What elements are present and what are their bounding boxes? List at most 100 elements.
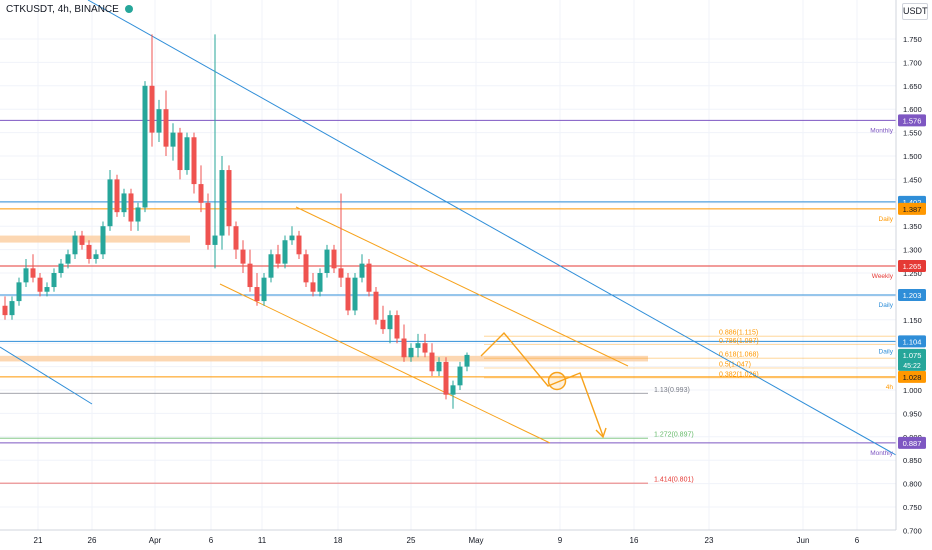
candle-body xyxy=(51,273,57,288)
chart-title: CTKUSDT, 4h, BINANCE xyxy=(6,4,133,15)
y-tick-label: 1.600 xyxy=(903,105,922,114)
candle xyxy=(366,258,372,297)
candle-body xyxy=(93,254,99,259)
candle xyxy=(114,174,120,217)
fib-level-label: 0.5(1.047) xyxy=(719,362,751,369)
candle xyxy=(2,296,8,320)
candle xyxy=(65,249,71,269)
key-level-tag: Monthly xyxy=(870,450,894,457)
candle-body xyxy=(373,291,379,320)
candle xyxy=(443,357,449,400)
candle-body xyxy=(9,301,15,316)
price-badge-bg xyxy=(898,114,926,127)
market-status-icon xyxy=(124,5,133,13)
price-badge-bg xyxy=(898,335,926,348)
candle xyxy=(275,244,281,269)
candle-body xyxy=(387,315,393,330)
candle xyxy=(317,268,323,297)
candle-body xyxy=(254,287,260,302)
candle xyxy=(373,287,379,325)
candle xyxy=(261,273,267,306)
candle xyxy=(401,324,407,362)
price-badge-bg xyxy=(898,370,926,383)
price-axis-badge: 1.203 xyxy=(898,288,926,301)
candle-body xyxy=(30,268,36,278)
candle xyxy=(170,123,176,161)
candle-body xyxy=(275,254,281,264)
supply-zone xyxy=(0,235,190,243)
y-tick-label: 1.150 xyxy=(903,316,922,325)
price-badge-text: 1.028 xyxy=(903,373,922,382)
y-tick-label: 1.250 xyxy=(903,269,922,278)
symbol-label: CTKUSDT xyxy=(6,4,53,15)
candle-body xyxy=(16,282,22,302)
candle-body xyxy=(296,235,302,255)
candle-body xyxy=(338,268,344,278)
y-tick-label: 1.300 xyxy=(903,246,922,255)
fib-level-label: 0.886(1.115) xyxy=(719,330,758,337)
target-circle xyxy=(547,371,567,391)
trend-line xyxy=(295,206,629,367)
candle-body xyxy=(303,254,309,283)
timeframe-label[interactable]: 4h xyxy=(57,4,69,15)
candle xyxy=(415,333,421,358)
price-badge-text: 1.387 xyxy=(903,205,922,214)
candle-body xyxy=(282,240,288,264)
x-tick-label: Apr xyxy=(149,536,162,545)
candle-body xyxy=(156,109,162,133)
candle-body xyxy=(261,277,267,302)
x-tick-label: May xyxy=(468,536,483,545)
candle-body xyxy=(352,277,358,311)
x-tick-label: 26 xyxy=(88,536,97,545)
exchange-label: BINANCE xyxy=(74,4,119,15)
x-tick-label: 16 xyxy=(630,536,639,545)
candle xyxy=(191,132,197,194)
candle-body xyxy=(177,132,183,171)
candle-body xyxy=(212,235,218,245)
x-tick-label: 21 xyxy=(34,536,43,545)
price-axis-badge: 0.887 xyxy=(898,436,926,449)
candle-body xyxy=(366,263,372,292)
trend-line xyxy=(219,283,551,444)
key-level-tag: Weekly xyxy=(872,273,894,280)
y-tick-label: 1.550 xyxy=(903,129,922,138)
price-axis-badge: 1.576 xyxy=(898,114,926,127)
candle-body xyxy=(205,202,211,245)
candle xyxy=(247,249,253,292)
candle xyxy=(107,170,113,231)
candle xyxy=(198,165,204,213)
candle-body xyxy=(310,282,316,292)
candle xyxy=(289,226,295,245)
candle-body xyxy=(394,315,400,339)
x-tick-label: Jun xyxy=(797,536,810,545)
currency-selector[interactable]: USDT xyxy=(902,3,928,20)
price-badge-text: 1.402 xyxy=(903,198,922,207)
price-badge-text: 1.265 xyxy=(903,262,922,271)
candle xyxy=(387,310,393,344)
candle-body xyxy=(380,319,386,330)
candle-body xyxy=(457,366,463,386)
y-tick-label: 0.850 xyxy=(903,456,922,465)
candle xyxy=(310,273,316,297)
candle xyxy=(44,282,50,297)
x-tick-label: 18 xyxy=(334,536,343,545)
candle-body xyxy=(79,235,85,245)
x-tick-label: 6 xyxy=(209,536,214,545)
candle xyxy=(72,230,78,259)
candle xyxy=(184,132,190,175)
candle-body xyxy=(464,354,470,367)
candle xyxy=(233,221,239,259)
candle xyxy=(100,221,106,259)
candle-body xyxy=(247,263,253,288)
candle xyxy=(23,258,29,288)
candle-body xyxy=(408,347,414,358)
candle xyxy=(324,244,330,278)
candle xyxy=(79,230,85,250)
candle xyxy=(296,230,302,259)
y-tick-label: 0.700 xyxy=(903,526,922,535)
key-level-tag: Monthly xyxy=(870,127,894,134)
candle xyxy=(457,361,463,390)
candle xyxy=(331,244,337,273)
arrow-head-icon xyxy=(595,427,607,439)
